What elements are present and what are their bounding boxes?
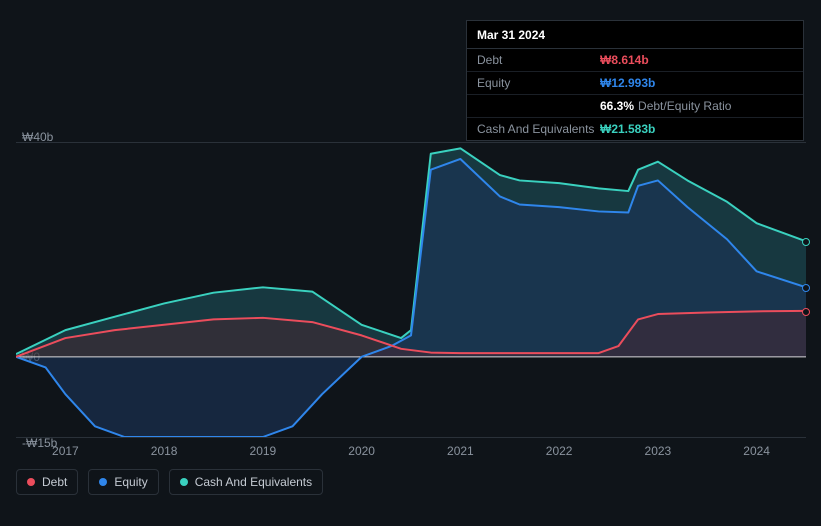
legend-item-cash-and-equivalents[interactable]: Cash And Equivalents	[169, 469, 323, 495]
legend-item-equity[interactable]: Equity	[88, 469, 158, 495]
tooltip-rows: Debt₩8.614bEquity₩12.993b66.3%Debt/Equit…	[467, 49, 803, 140]
endpoint-marker	[802, 238, 810, 246]
x-tick-label: 2020	[348, 444, 375, 458]
tooltip-row-suffix: Debt/Equity Ratio	[638, 99, 731, 113]
endpoint-marker	[802, 308, 810, 316]
tooltip-row-label: Debt	[477, 53, 600, 67]
x-tick-label: 2017	[52, 444, 79, 458]
chart-legend: Debt Equity Cash And Equivalents	[16, 469, 323, 495]
x-tick-label: 2019	[250, 444, 277, 458]
tooltip-row-value: ₩21.583b	[600, 122, 655, 136]
x-tick-label: 2022	[546, 444, 573, 458]
tooltip-row-value: ₩8.614b	[600, 53, 649, 67]
legend-dot-icon	[180, 478, 188, 486]
legend-dot-icon	[27, 478, 35, 486]
tooltip-row: 66.3% Debt/Equity Ratio	[467, 95, 803, 118]
endpoint-marker	[802, 284, 810, 292]
x-tick-label: 2021	[447, 444, 474, 458]
legend-label: Cash And Equivalents	[195, 475, 312, 489]
legend-label: Equity	[114, 475, 147, 489]
legend-item-debt[interactable]: Debt	[16, 469, 78, 495]
tooltip-row-label	[477, 99, 600, 113]
chart-tooltip: Mar 31 2024 Debt₩8.614bEquity₩12.993b66.…	[466, 20, 804, 141]
x-tick-label: 2024	[743, 444, 770, 458]
tooltip-row: Equity₩12.993b	[467, 72, 803, 95]
tooltip-row: Debt₩8.614b	[467, 49, 803, 72]
tooltip-row-value: 66.3%	[600, 99, 634, 113]
tooltip-date: Mar 31 2024	[467, 21, 803, 49]
tooltip-row-value: ₩12.993b	[600, 76, 655, 90]
tooltip-row-label: Equity	[477, 76, 600, 90]
legend-dot-icon	[99, 478, 107, 486]
x-axis-labels: 2017 2018 2019 2020 2021 2022 2023 2024	[16, 444, 806, 460]
tooltip-row-label: Cash And Equivalents	[477, 122, 600, 136]
x-tick-label: 2023	[645, 444, 672, 458]
legend-label: Debt	[42, 475, 67, 489]
x-tick-label: 2018	[151, 444, 178, 458]
tooltip-row: Cash And Equivalents₩21.583b	[467, 118, 803, 140]
chart-plot-area[interactable]	[16, 142, 806, 438]
financials-area-chart[interactable]: ₩40b₩0-₩15b 2017201820192020202120222023…	[16, 120, 806, 490]
